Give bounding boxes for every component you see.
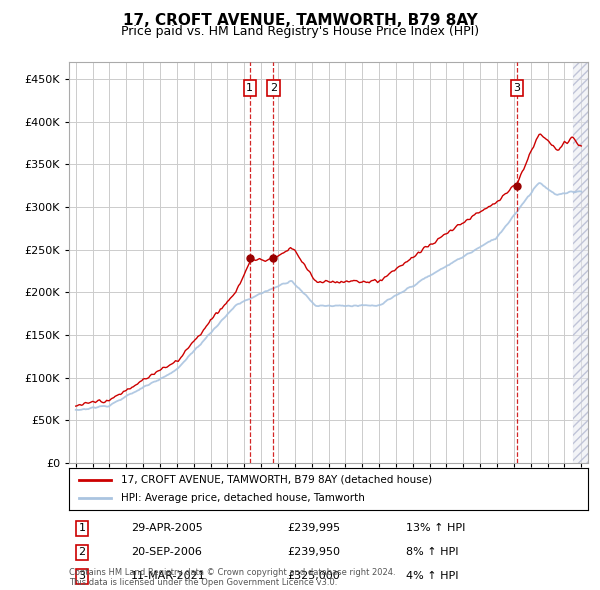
Text: £239,950: £239,950 — [287, 548, 340, 557]
Text: 1: 1 — [247, 83, 253, 93]
Bar — [573, 62, 600, 463]
Text: 2: 2 — [79, 548, 86, 557]
Text: 3: 3 — [79, 571, 85, 581]
Text: Contains HM Land Registry data © Crown copyright and database right 2024.
This d: Contains HM Land Registry data © Crown c… — [69, 568, 395, 587]
Bar — [573, 62, 600, 463]
Text: 8% ↑ HPI: 8% ↑ HPI — [406, 548, 459, 557]
Text: 20-SEP-2006: 20-SEP-2006 — [131, 548, 202, 557]
Text: HPI: Average price, detached house, Tamworth: HPI: Average price, detached house, Tamw… — [121, 493, 365, 503]
Text: Price paid vs. HM Land Registry's House Price Index (HPI): Price paid vs. HM Land Registry's House … — [121, 25, 479, 38]
Text: £325,000: £325,000 — [287, 571, 340, 581]
Text: 29-APR-2005: 29-APR-2005 — [131, 523, 203, 533]
Text: 13% ↑ HPI: 13% ↑ HPI — [406, 523, 466, 533]
Text: 17, CROFT AVENUE, TAMWORTH, B79 8AY (detached house): 17, CROFT AVENUE, TAMWORTH, B79 8AY (det… — [121, 475, 432, 485]
Text: 3: 3 — [514, 83, 521, 93]
Text: 1: 1 — [79, 523, 85, 533]
Text: 2: 2 — [269, 83, 277, 93]
Text: 17, CROFT AVENUE, TAMWORTH, B79 8AY: 17, CROFT AVENUE, TAMWORTH, B79 8AY — [122, 13, 478, 28]
Text: £239,995: £239,995 — [287, 523, 340, 533]
Text: 4% ↑ HPI: 4% ↑ HPI — [406, 571, 459, 581]
Text: 11-MAR-2021: 11-MAR-2021 — [131, 571, 206, 581]
